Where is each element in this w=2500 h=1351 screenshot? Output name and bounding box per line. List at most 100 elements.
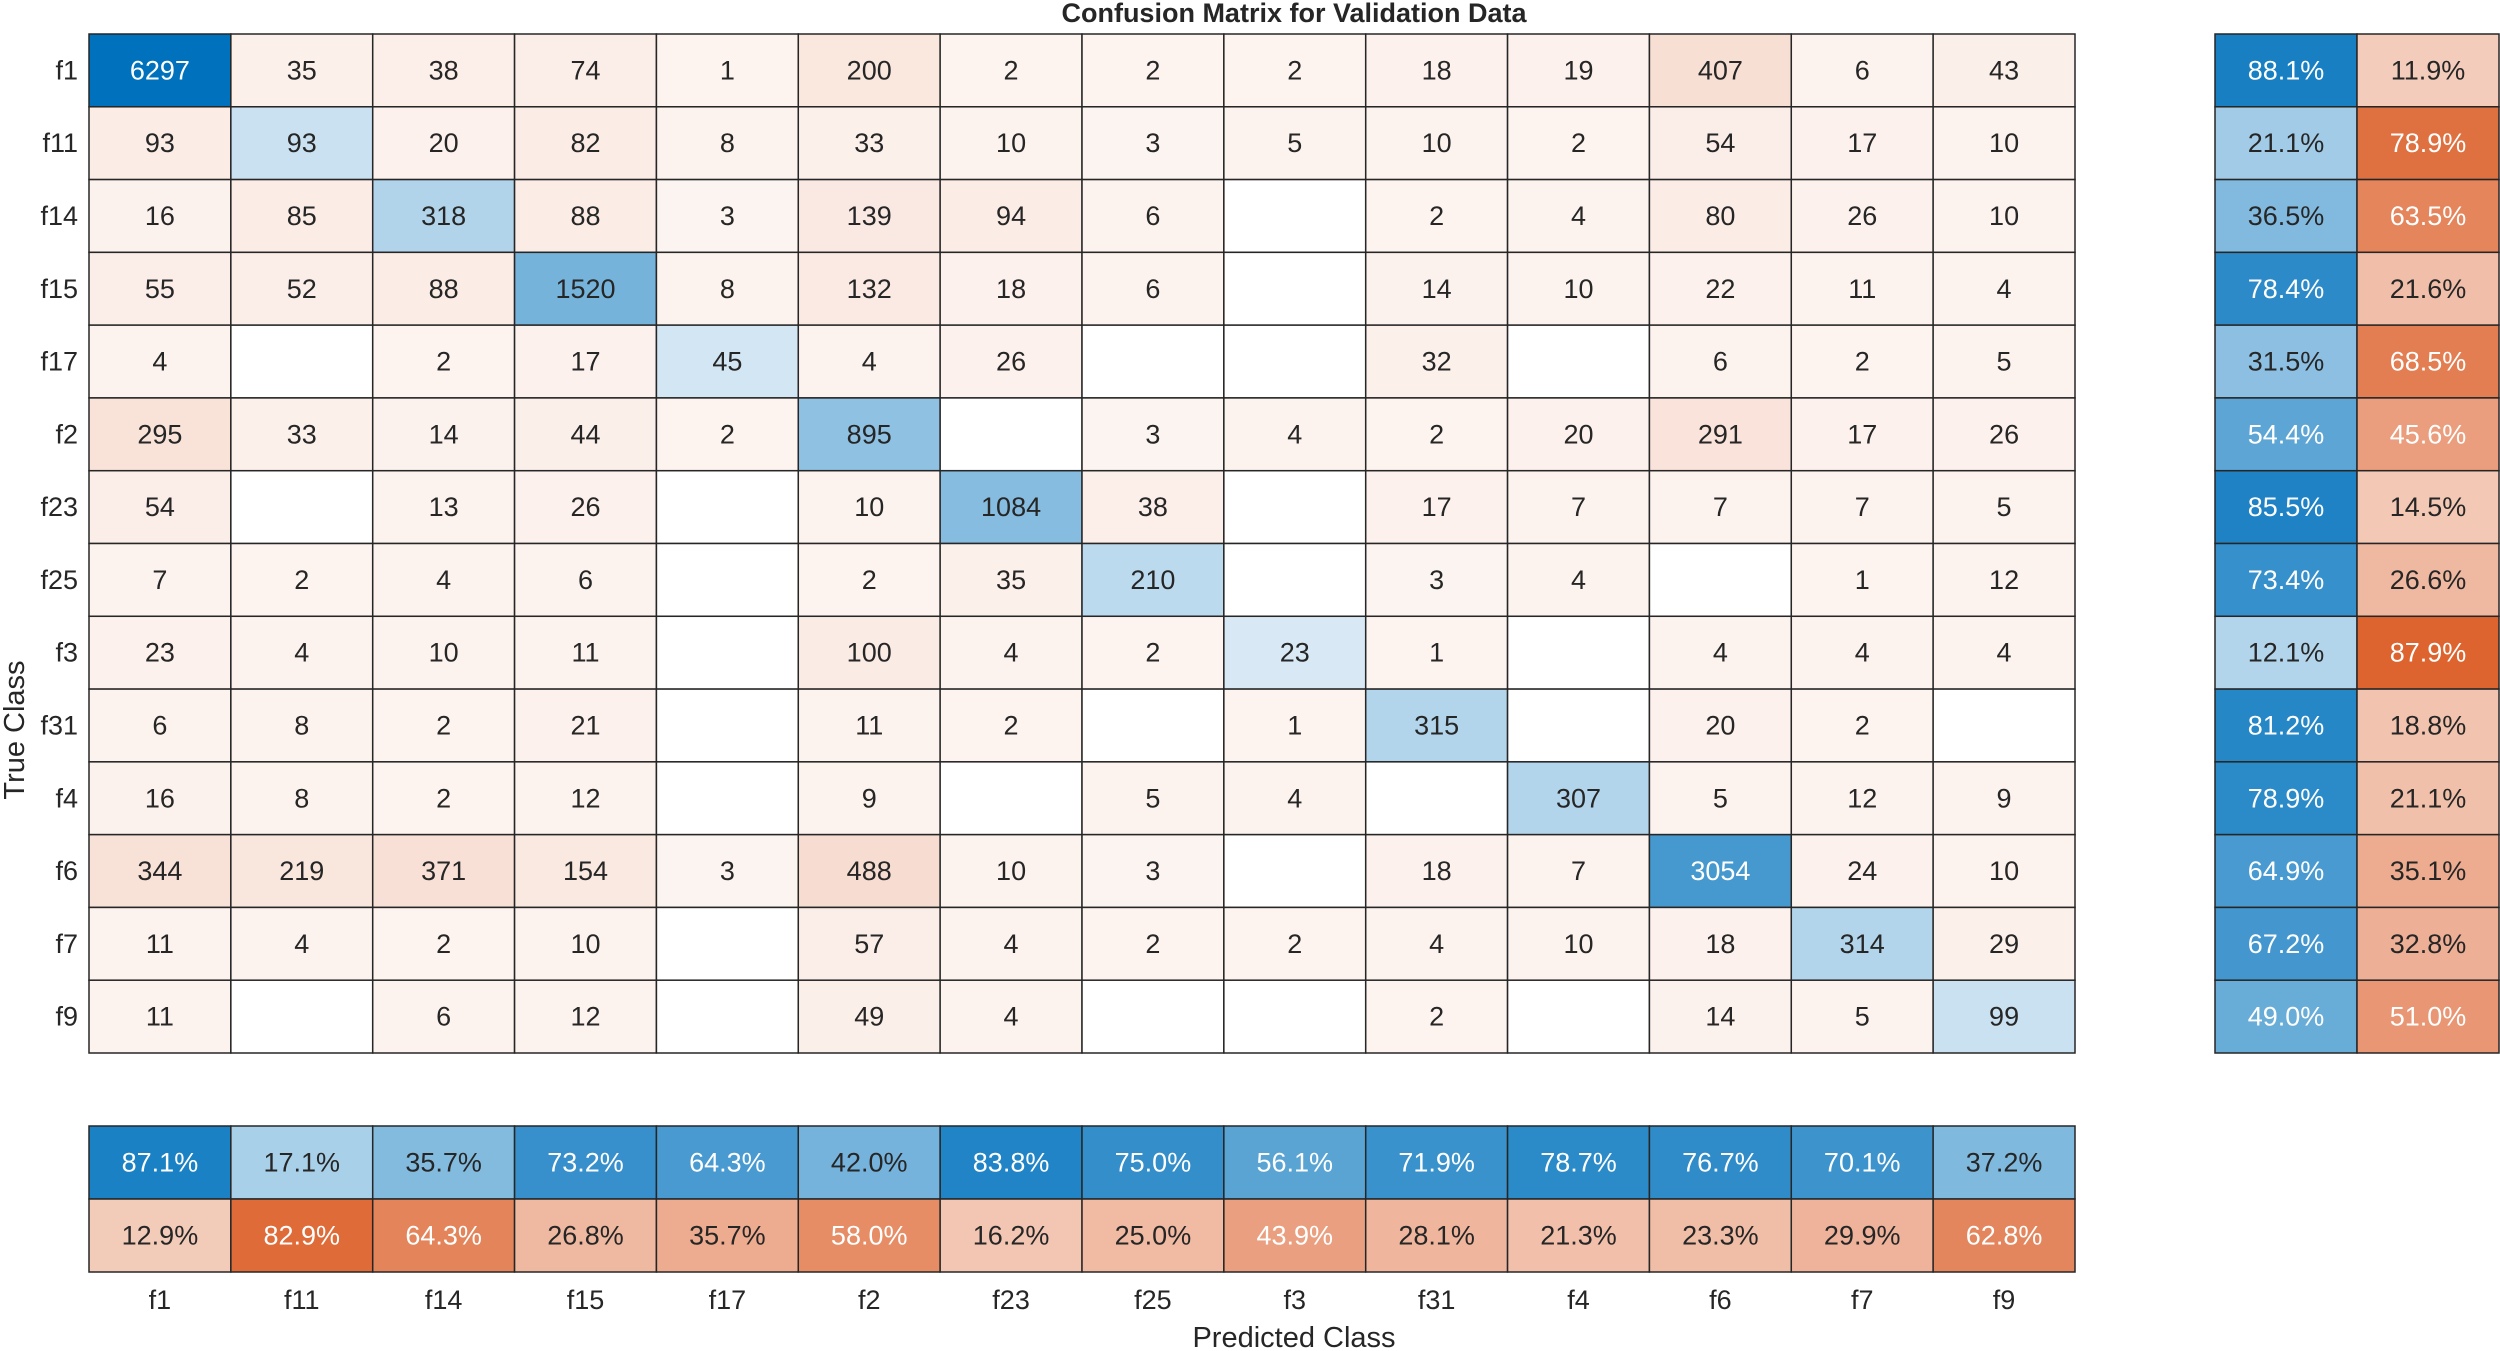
matrix-cell-value: 2 xyxy=(1855,710,1870,740)
matrix-cell-value: 7 xyxy=(1855,492,1870,522)
matrix-cell-value: 4 xyxy=(1855,638,1870,668)
column-summary-correct-value: 87.1% xyxy=(122,1148,199,1178)
matrix-cell-value: 100 xyxy=(847,638,892,668)
column-labels: f1 f11 f14 f15 f17 f2 f23 f25 f3 f31 f4 f6 f7 f9 xyxy=(149,1285,2016,1315)
matrix-cell xyxy=(1790,469,1934,545)
matrix-cell-value: 32 xyxy=(1422,347,1452,377)
matrix-cell-value: 1 xyxy=(1855,565,1870,595)
column-summary-incorrect-value: 25.0% xyxy=(1115,1221,1192,1251)
matrix-cell-value: 5 xyxy=(1287,128,1302,158)
matrix-cell xyxy=(1364,178,1509,254)
column-summary-incorrect-cell xyxy=(1932,1198,2076,1273)
matrix-cell-value: 407 xyxy=(1698,55,1743,85)
column-summary-correct-cell xyxy=(1648,1125,1793,1200)
matrix-cell-value: 18 xyxy=(1705,929,1735,959)
matrix-cell-value: 44 xyxy=(570,419,600,449)
matrix-cell xyxy=(1364,615,1509,690)
matrix-cell xyxy=(88,542,232,618)
matrix-cell xyxy=(1648,833,1793,909)
matrix-cell-value: 895 xyxy=(847,419,892,449)
column-summary-incorrect-cell xyxy=(655,1198,800,1273)
column-summary-incorrect-value: 26.8% xyxy=(547,1221,624,1251)
matrix-cell xyxy=(88,688,232,763)
matrix-cell xyxy=(797,397,941,472)
row-summary-incorrect-value: 87.9% xyxy=(2390,638,2467,668)
column-class-label: f23 xyxy=(992,1285,1030,1315)
matrix-cell xyxy=(1932,397,2076,472)
matrix-cell xyxy=(797,324,941,399)
matrix-cell-value: 20 xyxy=(1705,710,1735,740)
matrix-cell xyxy=(230,251,374,326)
row-summary-incorrect-cell xyxy=(2356,106,2500,181)
matrix-cell xyxy=(1223,251,1367,326)
matrix-cell xyxy=(513,33,658,108)
matrix-cell-value: 49 xyxy=(854,1002,884,1032)
matrix-cell-value: 3054 xyxy=(1690,856,1750,886)
matrix-cell xyxy=(371,178,516,254)
matrix-cell xyxy=(230,833,374,909)
matrix-cell-value: 7 xyxy=(1571,856,1586,886)
matrix-cell-value: 488 xyxy=(847,856,892,886)
matrix-cell xyxy=(1364,251,1509,326)
row-summary-incorrect-value: 45.6% xyxy=(2390,419,2467,449)
matrix-cell-value: 52 xyxy=(287,274,317,304)
matrix-cell xyxy=(1648,688,1793,763)
matrix-cell-value: 200 xyxy=(847,55,892,85)
matrix-cell xyxy=(797,33,941,108)
matrix-cell-value: 6 xyxy=(1145,274,1160,304)
row-summary-correct-value: 31.5% xyxy=(2248,347,2325,377)
matrix-cell xyxy=(1081,324,1225,399)
matrix-cell-value: 4 xyxy=(1997,638,2012,668)
matrix-cell xyxy=(230,324,374,399)
matrix-cell xyxy=(1932,542,2076,618)
matrix-cell xyxy=(1081,761,1225,836)
matrix-cell xyxy=(371,397,516,472)
matrix-cell-value: 1 xyxy=(720,55,735,85)
chart-title: Confusion Matrix for Validation Data xyxy=(1061,0,1527,28)
row-summary-correct-value: 88.1% xyxy=(2248,55,2325,85)
matrix-cell-value: 20 xyxy=(1563,419,1593,449)
row-summary-correct-value: 54.4% xyxy=(2248,419,2325,449)
matrix-cell-value: 2 xyxy=(1004,710,1019,740)
column-summary-incorrect-value: 23.3% xyxy=(1682,1221,1759,1251)
matrix-cell-value: 344 xyxy=(137,856,182,886)
matrix-cell-value: 4 xyxy=(1571,565,1586,595)
matrix-cell xyxy=(88,615,232,690)
column-class-label: f6 xyxy=(1709,1285,1732,1315)
matrix-cell xyxy=(1081,469,1225,545)
matrix-cell xyxy=(513,979,658,1054)
column-summary-correct-cell xyxy=(1506,1125,1651,1200)
matrix-cell xyxy=(1364,33,1509,108)
row-summary-incorrect-value: 68.5% xyxy=(2390,347,2467,377)
row-summary-correct-cell xyxy=(2214,542,2358,618)
matrix-cell-value: 6 xyxy=(152,710,167,740)
matrix-cell-value: 4 xyxy=(862,347,877,377)
matrix-cell-value: 19 xyxy=(1563,55,1593,85)
matrix-cell-value: 85 xyxy=(287,201,317,231)
row-summary-incorrect-cell xyxy=(2356,761,2500,836)
matrix-cell-value: 4 xyxy=(1287,419,1302,449)
matrix-cell-value: 8 xyxy=(720,128,735,158)
column-summary-correct-cell xyxy=(513,1125,658,1200)
row-class-label: f15 xyxy=(40,274,78,304)
matrix-cell-value: 11 xyxy=(855,710,883,740)
column-summary-incorrect-value: 82.9% xyxy=(264,1221,341,1251)
column-summary-correct-cell xyxy=(1223,1125,1367,1200)
matrix-cell xyxy=(1790,542,1934,618)
column-summary-correct-cell xyxy=(1081,1125,1225,1200)
matrix-cell-value: 18 xyxy=(996,274,1026,304)
matrix-cell xyxy=(1932,979,2076,1054)
row-summary-incorrect-value: 63.5% xyxy=(2390,201,2467,231)
row-summary-incorrect-value: 21.1% xyxy=(2390,783,2467,813)
row-summary-correct-value: 78.9% xyxy=(2248,783,2325,813)
row-summary-incorrect-cell xyxy=(2356,688,2500,763)
column-summary-correct-value: 73.2% xyxy=(547,1148,624,1178)
matrix-cell xyxy=(88,33,232,108)
matrix-cell-value: 38 xyxy=(1138,492,1168,522)
matrix-cell-value: 307 xyxy=(1556,783,1601,813)
matrix-cell-value: 4 xyxy=(1004,1002,1019,1032)
matrix-cell-value: 82 xyxy=(570,128,600,158)
matrix-cell-value: 10 xyxy=(996,128,1026,158)
matrix-cell-value: 12 xyxy=(1989,565,2019,595)
column-class-label: f25 xyxy=(1134,1285,1172,1315)
